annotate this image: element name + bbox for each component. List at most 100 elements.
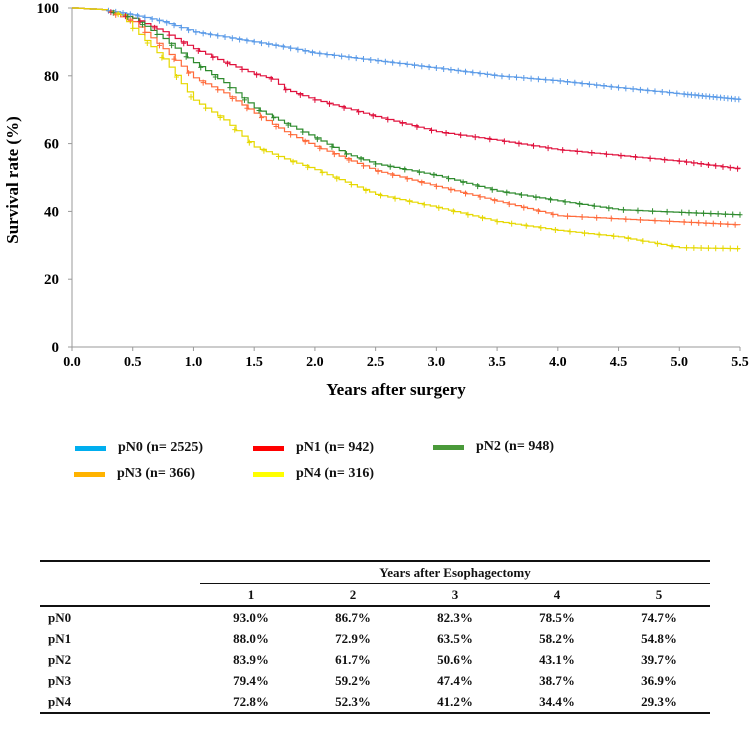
censor-mark — [633, 154, 639, 161]
censor-mark — [237, 36, 243, 43]
y-tick-label: 100 — [37, 1, 60, 17]
censor-mark — [215, 86, 221, 93]
censor-mark — [254, 71, 260, 78]
censor-mark — [360, 56, 366, 63]
censor-mark — [385, 116, 391, 123]
censor-mark — [484, 71, 490, 78]
censor-mark — [368, 56, 374, 63]
censor-mark — [601, 83, 607, 90]
censor-mark — [720, 245, 726, 252]
censor-mark — [550, 211, 556, 218]
censor-mark — [586, 81, 592, 88]
column-header: 1 — [247, 586, 255, 602]
censor-mark — [472, 134, 478, 141]
x-tick-label: 2.5 — [367, 355, 385, 370]
table-cell: 38.7% — [539, 672, 575, 688]
censor-mark — [674, 90, 680, 97]
censor-mark — [273, 123, 279, 130]
censor-mark — [718, 220, 724, 227]
censor-mark — [713, 162, 719, 169]
censor-mark — [139, 21, 145, 28]
censor-mark — [463, 190, 469, 197]
censor-mark — [489, 186, 495, 193]
censor-mark — [312, 96, 318, 103]
x-axis-label: Years after surgery — [326, 380, 466, 399]
censor-mark — [421, 201, 427, 208]
table-cell: 39.7% — [641, 651, 677, 667]
censor-mark — [713, 245, 719, 252]
censor-mark — [414, 123, 420, 130]
table-row: pN0 93.0% 86.7% 82.3% 78.5% 74.7% — [40, 606, 710, 628]
censor-mark — [637, 216, 643, 223]
table-cell: 47.4% — [437, 672, 473, 688]
table-row: pN3 79.4% 59.2% 47.4% 38.7% 36.9% — [40, 670, 710, 691]
censor-mark — [535, 208, 541, 215]
censor-mark — [137, 18, 143, 25]
censor-mark — [370, 112, 376, 119]
censor-mark — [130, 25, 136, 32]
censor-mark — [375, 57, 381, 64]
row-label: pN3 — [48, 672, 72, 688]
censor-mark — [360, 162, 366, 169]
censor-mark — [334, 175, 340, 182]
censor-mark — [402, 166, 408, 173]
censor-mark — [501, 138, 507, 145]
censor-mark — [127, 17, 133, 24]
column-header: 2 — [349, 586, 357, 602]
table-cell: 41.2% — [437, 693, 473, 709]
censor-mark — [727, 164, 733, 171]
survival-curve-pn3 — [72, 7, 741, 226]
censor-mark — [198, 64, 204, 71]
censor-mark — [630, 86, 636, 93]
censor-mark — [273, 42, 279, 49]
censor-mark — [480, 215, 486, 222]
censor-mark — [268, 75, 274, 82]
censor-mark — [154, 31, 160, 38]
row-label: pN1 — [48, 630, 72, 646]
censor-mark — [144, 39, 150, 46]
censor-mark — [339, 53, 345, 60]
censor-mark — [193, 29, 199, 36]
censor-mark — [518, 191, 524, 198]
table-cell: 78.5% — [539, 609, 575, 625]
table-cell: 29.3% — [641, 693, 677, 709]
table-cell: 88.0% — [233, 630, 269, 646]
censor-mark — [623, 216, 629, 223]
censor-mark — [652, 88, 658, 95]
censor-mark — [686, 209, 692, 216]
censor-mark — [494, 218, 500, 225]
table-cell: 72.9% — [335, 630, 371, 646]
x-tick-label: 5.5 — [731, 355, 749, 370]
censor-mark — [645, 87, 651, 94]
column-header: 3 — [451, 586, 459, 602]
censor-mark — [373, 160, 379, 167]
censor-mark — [108, 9, 114, 16]
censor-mark — [545, 145, 551, 152]
censor-mark — [509, 220, 515, 227]
censor-mark — [171, 56, 177, 63]
censor-mark — [210, 54, 216, 61]
censor-mark — [589, 149, 595, 156]
censor-mark — [217, 114, 223, 121]
table-cell: 59.2% — [335, 672, 371, 688]
censor-mark — [283, 86, 289, 93]
censor-mark — [696, 219, 702, 226]
censor-mark — [159, 54, 165, 61]
x-tick-label: 4.0 — [549, 355, 567, 370]
legend-swatch — [253, 445, 284, 451]
censor-mark — [353, 55, 359, 62]
censor-mark — [727, 245, 733, 252]
censor-mark — [397, 60, 403, 67]
censor-mark — [319, 169, 325, 176]
censor-mark — [375, 168, 381, 175]
censor-mark — [241, 96, 247, 103]
censor-mark — [703, 220, 709, 227]
censor-mark — [113, 11, 119, 18]
censor-mark — [232, 126, 238, 133]
table-cell: 86.7% — [335, 609, 371, 625]
row-label: pN2 — [48, 651, 72, 667]
censor-mark — [195, 47, 201, 54]
censor-mark — [732, 221, 738, 228]
censor-mark — [363, 187, 369, 194]
censor-mark — [531, 142, 537, 149]
